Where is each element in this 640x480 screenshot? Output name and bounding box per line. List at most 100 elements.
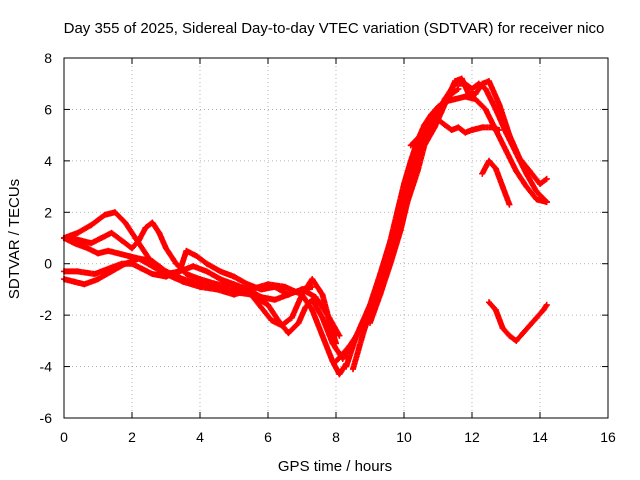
series-markers: [350, 80, 550, 373]
data-point: [526, 322, 533, 329]
data-point: [526, 168, 533, 175]
data-point: [496, 127, 503, 133]
data-point: [112, 209, 118, 216]
grid: [64, 58, 608, 418]
data-point: [333, 340, 339, 347]
data-point: [268, 317, 275, 324]
data-point: [74, 268, 81, 275]
data-point: [543, 175, 550, 182]
data-point: [516, 155, 523, 162]
data-point: [489, 124, 496, 131]
data-point: [506, 201, 513, 208]
data-point: [343, 363, 350, 370]
data-point: [435, 116, 441, 123]
data-point: [462, 129, 469, 136]
data-point: [407, 157, 414, 164]
data-point: [84, 245, 91, 252]
data-point: [367, 319, 373, 326]
data-point: [115, 250, 122, 257]
data-point: [203, 260, 210, 267]
data-point: [448, 127, 455, 133]
y-tick-label: 6: [44, 101, 52, 117]
data-point: [217, 276, 224, 283]
data-point: [333, 358, 339, 365]
data-point: [183, 247, 190, 254]
y-tick-label: 8: [44, 50, 52, 66]
data-point: [404, 199, 411, 205]
data-point: [513, 168, 520, 175]
y-tick-label: 0: [44, 256, 52, 272]
data-point: [479, 170, 486, 177]
data-point: [353, 332, 360, 339]
series-rise-2: [343, 93, 550, 370]
data-point: [122, 219, 129, 226]
data-point: [533, 314, 540, 321]
data-point: [523, 170, 530, 177]
data-point: [295, 319, 302, 326]
y-tick-label: -6: [40, 410, 53, 426]
data-point: [282, 283, 288, 290]
series-rise-4: [367, 75, 550, 326]
x-tick-label: 0: [60, 429, 68, 445]
data-point: [462, 93, 469, 100]
data-point: [193, 253, 200, 259]
x-tick-label: 16: [600, 429, 616, 445]
data-point: [533, 188, 540, 195]
x-tick-label: 4: [196, 429, 204, 445]
data-point: [469, 127, 475, 133]
data-point: [95, 250, 101, 257]
data-point: [183, 271, 190, 277]
data-point: [149, 258, 156, 265]
y-tick-label: 4: [44, 153, 52, 169]
data-point: [499, 325, 506, 331]
data-point: [309, 283, 316, 290]
data-point: [98, 235, 105, 241]
data-point: [74, 229, 81, 236]
data-point: [190, 263, 197, 270]
data-point: [244, 281, 251, 288]
data-point: [540, 307, 547, 313]
data-point: [397, 227, 404, 234]
data-point: [81, 281, 88, 288]
data-point: [543, 199, 550, 205]
data-point: [197, 276, 203, 283]
data-point: [88, 240, 95, 247]
data-point: [407, 142, 414, 149]
data-point: [288, 314, 295, 321]
series-markers: [367, 75, 550, 326]
y-tick-label: 2: [44, 204, 52, 220]
data-point: [135, 237, 142, 244]
data-point: [506, 132, 513, 139]
x-tick-label: 2: [128, 429, 136, 445]
data-point: [299, 286, 305, 293]
data-point: [176, 268, 183, 275]
data-point: [149, 219, 156, 226]
data-point: [438, 109, 445, 115]
data-point: [105, 265, 112, 272]
data-point: [285, 330, 292, 337]
data-point: [78, 237, 84, 244]
x-tick-label: 10: [396, 429, 412, 445]
series-tail-1: [479, 157, 513, 208]
data-point: [533, 196, 540, 203]
data-point: [472, 91, 479, 97]
data-point: [482, 106, 489, 113]
y-tick-label: -4: [40, 359, 53, 375]
data-point: [258, 304, 265, 311]
y-axis-title: SDTVAR / TECUs: [6, 179, 23, 299]
data-point: [309, 276, 316, 283]
data-point: [271, 296, 278, 303]
data-point: [312, 294, 319, 301]
x-tick-label: 6: [264, 429, 272, 445]
data-point: [350, 366, 356, 373]
data-point: [401, 181, 407, 187]
data-point: [105, 247, 112, 254]
axes: 0 2 4 6 8 10 12 14 16 -6 -4 -2 0 2 4 6 8: [40, 50, 616, 445]
data-point: [445, 93, 452, 100]
data-point: [88, 222, 95, 229]
data-point: [496, 101, 503, 108]
data-point: [486, 299, 492, 306]
series-tail-2: [486, 299, 550, 344]
data-point: [452, 78, 458, 85]
data-point: [492, 307, 499, 313]
